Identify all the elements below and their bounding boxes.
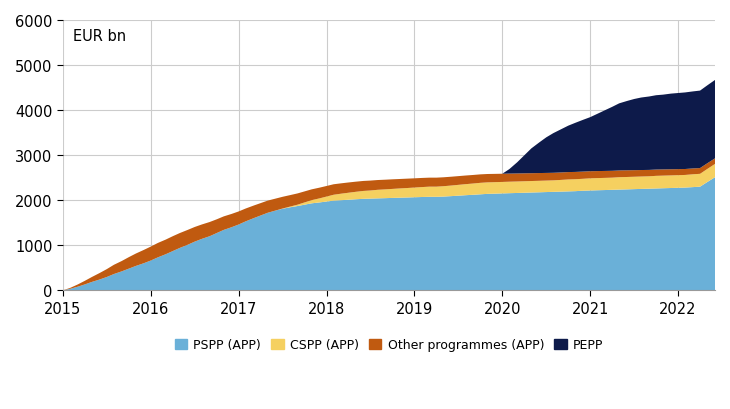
Legend: PSPP (APP), CSPP (APP), Other programmes (APP), PEPP: PSPP (APP), CSPP (APP), Other programmes… — [171, 335, 607, 355]
Text: EUR bn: EUR bn — [73, 29, 126, 44]
